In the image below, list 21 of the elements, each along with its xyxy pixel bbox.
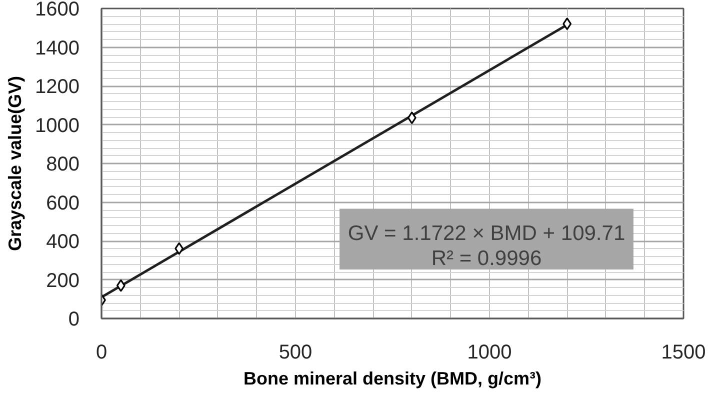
y-tick-label: 1400 xyxy=(35,37,80,60)
x-axis-title: Bone mineral density (BMD, g/cm³) xyxy=(243,368,542,388)
x-tick-label: 1500 xyxy=(661,342,706,364)
annotation: GV = 1.1722 × BMD + 109.71 xyxy=(348,222,626,246)
x-tick-label: 1000 xyxy=(467,342,512,364)
x-tick-label: 500 xyxy=(278,342,312,364)
y-tick-label: 1200 xyxy=(35,76,80,98)
point xyxy=(174,242,184,255)
y-tick-label: 600 xyxy=(46,192,80,214)
y-tick-label: 800 xyxy=(46,154,80,176)
x-tick-label: 0 xyxy=(96,342,108,364)
point xyxy=(407,111,416,124)
y-tick-label: 400 xyxy=(46,231,80,253)
y-tick-label: 1000 xyxy=(35,114,80,137)
point xyxy=(116,279,126,292)
point xyxy=(562,18,572,30)
annotation: R² = 0.9996 xyxy=(431,247,542,270)
y-axis-title: Grayscale value(GV) xyxy=(5,76,26,252)
y-tick-label: 200 xyxy=(46,270,80,292)
y-tick-label: 1600 xyxy=(35,0,80,20)
y-tick-label: 0 xyxy=(68,308,80,330)
